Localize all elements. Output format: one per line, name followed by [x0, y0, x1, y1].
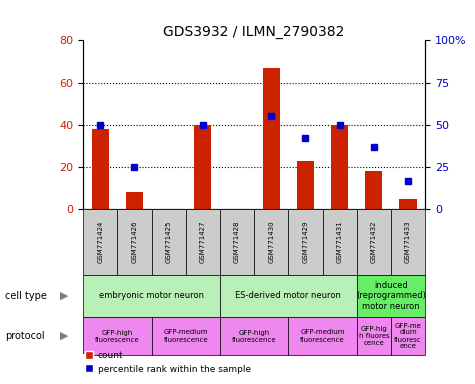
- Text: embryonic motor neuron: embryonic motor neuron: [99, 291, 204, 300]
- Text: ▶: ▶: [60, 291, 68, 301]
- Text: GFP-high
fluorescence: GFP-high fluorescence: [95, 329, 140, 343]
- Text: GSM771427: GSM771427: [200, 221, 206, 263]
- Bar: [399, 199, 417, 209]
- Text: GSM771428: GSM771428: [234, 221, 240, 263]
- Text: GSM771431: GSM771431: [337, 220, 342, 263]
- Text: GFP-hig
h fluores
cence: GFP-hig h fluores cence: [359, 326, 389, 346]
- Legend: count, percentile rank within the sample: count, percentile rank within the sample: [81, 348, 255, 377]
- Text: GFP-medium
fluorescence: GFP-medium fluorescence: [163, 329, 208, 343]
- Text: ▶: ▶: [60, 331, 68, 341]
- Text: GSM771432: GSM771432: [371, 221, 377, 263]
- Text: GFP-me
dium
fluoresc
ence: GFP-me dium fluoresc ence: [394, 323, 422, 349]
- Text: induced
(reprogrammed)
motor neuron: induced (reprogrammed) motor neuron: [356, 281, 426, 311]
- Text: ES-derived motor neuron: ES-derived motor neuron: [236, 291, 341, 300]
- Text: GFP-high
fluorescence: GFP-high fluorescence: [232, 329, 276, 343]
- Bar: [365, 171, 382, 209]
- Bar: [297, 161, 314, 209]
- Text: GSM771424: GSM771424: [97, 221, 103, 263]
- Text: GSM771430: GSM771430: [268, 220, 274, 263]
- Bar: [263, 68, 280, 209]
- Bar: [92, 129, 109, 209]
- Title: GDS3932 / ILMN_2790382: GDS3932 / ILMN_2790382: [163, 25, 345, 39]
- Text: cell type: cell type: [5, 291, 47, 301]
- Bar: [126, 192, 143, 209]
- Text: GSM771426: GSM771426: [132, 221, 137, 263]
- Bar: [194, 125, 211, 209]
- Text: protocol: protocol: [5, 331, 44, 341]
- Text: GSM771429: GSM771429: [303, 221, 308, 263]
- Text: GFP-medium
fluorescence: GFP-medium fluorescence: [300, 329, 345, 343]
- Text: GSM771433: GSM771433: [405, 220, 411, 263]
- Bar: [331, 125, 348, 209]
- Text: GSM771425: GSM771425: [166, 221, 171, 263]
